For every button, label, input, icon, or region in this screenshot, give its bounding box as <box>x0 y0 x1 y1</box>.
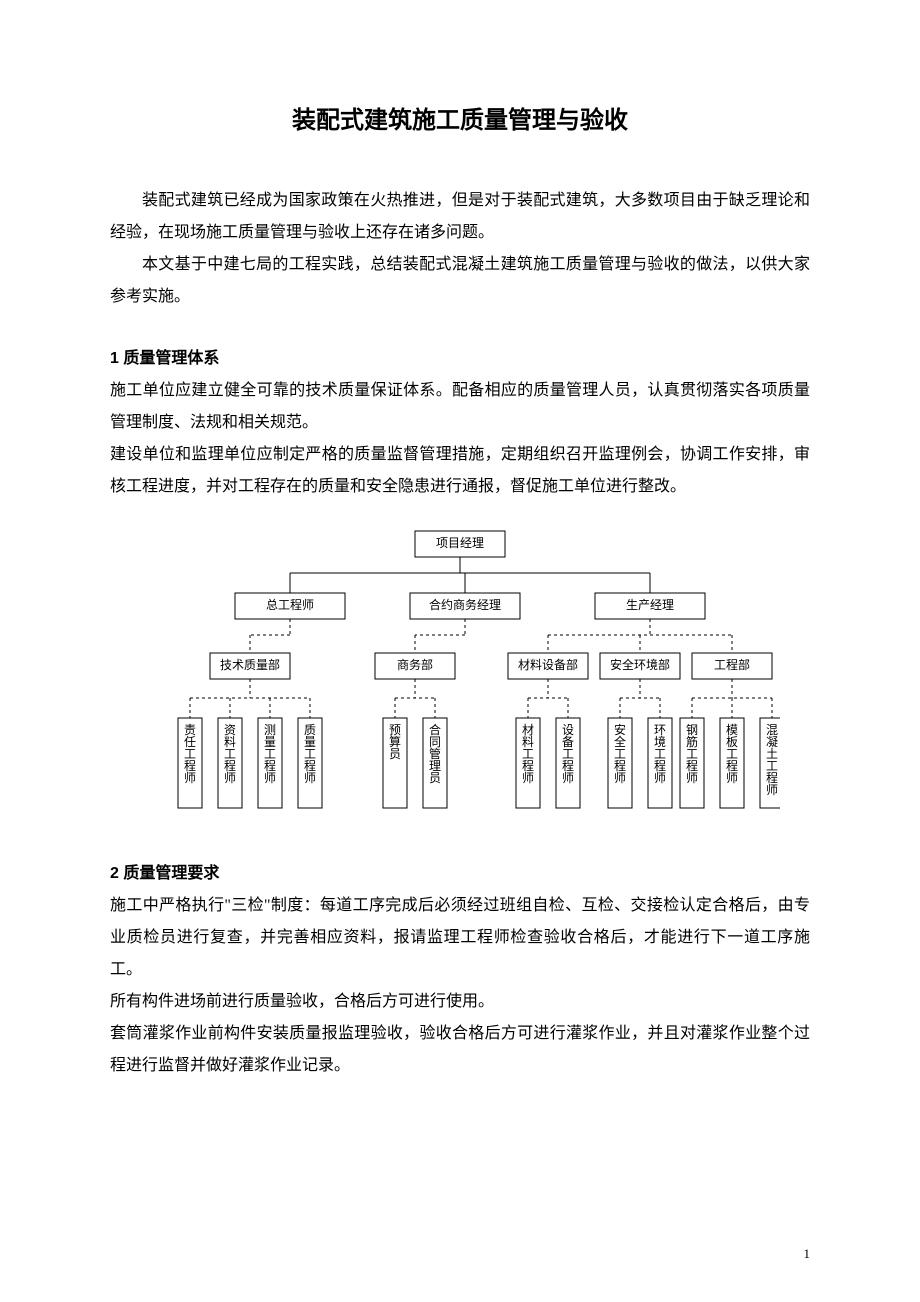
svg-text:安全环境部: 安全环境部 <box>610 657 670 672</box>
intro-p1: 装配式建筑已经成为国家政策在火热推进，但是对于装配式建筑，大多数项目由于缺乏理论… <box>110 185 810 249</box>
svg-text:工程部: 工程部 <box>714 657 750 672</box>
svg-text:项目经理: 项目经理 <box>436 536 484 550</box>
svg-text:设备工程师: 设备工程师 <box>562 723 574 785</box>
section1-heading: 1 质量管理体系 <box>110 343 810 375</box>
section1-p1: 施工单位应建立健全可靠的技术质量保证体系。配备相应的质量管理人员，认真贯彻落实各… <box>110 375 810 439</box>
svg-text:质量工程师: 质量工程师 <box>304 723 316 785</box>
intro-p2: 本文基于中建七局的工程实践，总结装配式混凝土建筑施工质量管理与验收的做法，以供大… <box>110 249 810 313</box>
section2-p1: 施工中严格执行"三检"制度：每道工序完成后必须经过班组自检、互检、交接检认定合格… <box>110 890 810 986</box>
svg-text:总工程师: 总工程师 <box>266 597 314 612</box>
svg-text:材料工程师: 材料工程师 <box>522 723 534 785</box>
svg-text:测量工程师: 测量工程师 <box>264 723 276 785</box>
section2-heading: 2 质量管理要求 <box>110 858 810 890</box>
svg-text:模板工程师: 模板工程师 <box>726 723 738 785</box>
svg-text:预算员: 预算员 <box>389 723 401 761</box>
org-chart: 项目经理总工程师 合约商务经理 生产经理技术质量部 商务部 材料设备部 安全环境部 工程部责… <box>140 523 780 828</box>
svg-text:责任工程师: 责任工程师 <box>184 723 196 785</box>
svg-text:技术质量部: 技术质量部 <box>220 657 280 672</box>
svg-text:环境工程师: 环境工程师 <box>654 723 666 785</box>
svg-text:商务部: 商务部 <box>397 657 433 672</box>
svg-text:资料工程师: 资料工程师 <box>224 723 236 785</box>
svg-text:合同管理员: 合同管理员 <box>429 722 441 785</box>
page-number: 1 <box>804 1246 811 1262</box>
section2-p3: 套筒灌浆作业前构件安装质量报监理验收，验收合格后方可进行灌浆作业，并且对灌浆作业… <box>110 1018 810 1082</box>
document-page: 装配式建筑施工质量管理与验收 装配式建筑已经成为国家政策在火热推进，但是对于装配… <box>0 0 920 1302</box>
svg-text:钢筋工程师: 钢筋工程师 <box>686 723 698 785</box>
svg-text:材料设备部: 材料设备部 <box>518 657 578 672</box>
svg-text:合约商务经理: 合约商务经理 <box>429 597 501 612</box>
section2-p2: 所有构件进场前进行质量验收，合格后方可进行使用。 <box>110 986 810 1018</box>
document-title: 装配式建筑施工质量管理与验收 <box>110 100 810 135</box>
section1-p2: 建设单位和监理单位应制定严格的质量监督管理措施，定期组织召开监理例会，协调工作安… <box>110 439 810 503</box>
svg-text:混凝土工程师: 混凝土工程师 <box>766 723 778 797</box>
svg-text:安全工程师: 安全工程师 <box>614 722 626 785</box>
svg-text:生产经理: 生产经理 <box>626 598 674 612</box>
